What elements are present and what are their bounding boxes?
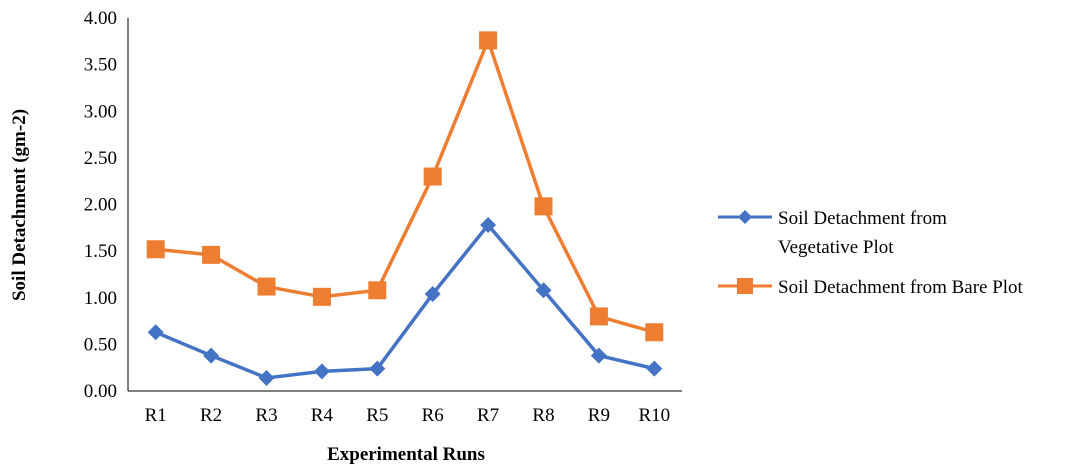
data-point-square <box>645 323 663 341</box>
data-point-diamond <box>646 361 662 377</box>
legend-label: Vegetative Plot <box>778 237 894 258</box>
x-tick-label: R2 <box>200 405 222 426</box>
x-tick-label: R6 <box>422 405 444 426</box>
x-tick-label: R8 <box>532 405 554 426</box>
legend-label: Soil Detachment from Bare Plot <box>778 277 1024 298</box>
legend-item: Soil Detachment from Vegetative Plot <box>718 208 947 258</box>
data-point-square <box>147 240 165 258</box>
series-line <box>156 40 655 332</box>
data-point-square <box>313 288 331 306</box>
y-tick-label: 3.50 <box>84 55 117 76</box>
y-tick-label: 1.50 <box>84 241 117 262</box>
series-layer <box>147 31 664 386</box>
x-tick-label: R1 <box>145 405 167 426</box>
data-point-square <box>590 307 608 325</box>
x-tick-label: R3 <box>255 405 277 426</box>
x-tick-label: R5 <box>366 405 388 426</box>
data-point-diamond <box>148 324 164 340</box>
x-tick-label: R10 <box>638 405 670 426</box>
data-point-square <box>202 246 220 264</box>
data-point-diamond <box>738 210 752 224</box>
y-tick-label: 0.00 <box>84 381 117 402</box>
series-line <box>156 225 655 378</box>
legend-label: Soil Detachment from <box>778 208 947 229</box>
x-tick-label: R9 <box>588 405 610 426</box>
data-point-diamond <box>203 348 219 364</box>
y-axis-title: Soil Detachment (gm-2) <box>9 109 30 301</box>
series-2 <box>147 31 664 341</box>
y-tick-label: 3.00 <box>84 101 117 122</box>
data-point-square <box>368 281 386 299</box>
y-axis-ticks: 0.00 0.50 1.00 1.50 2.00 2.50 3.00 3.50 4.00 <box>84 8 117 402</box>
data-point-square <box>258 278 276 296</box>
data-point-square <box>737 278 753 294</box>
y-tick-label: 2.50 <box>84 148 117 169</box>
x-axis-title: Experimental Runs <box>327 444 485 465</box>
y-tick-label: 4.00 <box>84 8 117 29</box>
y-tick-label: 2.00 <box>84 195 117 216</box>
x-tick-label: R4 <box>311 405 334 426</box>
data-point-diamond <box>259 370 275 386</box>
series-1 <box>148 217 663 386</box>
data-point-square <box>424 168 442 186</box>
x-axis-ticks: R1 R2 R3 R4 R5 R6 R7 R8 R9 R10 <box>145 405 671 426</box>
x-tick-label: R7 <box>477 405 499 426</box>
data-point-square <box>535 197 553 215</box>
y-tick-label: 1.00 <box>84 288 117 309</box>
data-point-diamond <box>314 363 330 379</box>
y-tick-label: 0.50 <box>84 334 117 355</box>
data-point-square <box>479 31 497 49</box>
legend-item: Soil Detachment from Bare Plot <box>718 277 1024 298</box>
